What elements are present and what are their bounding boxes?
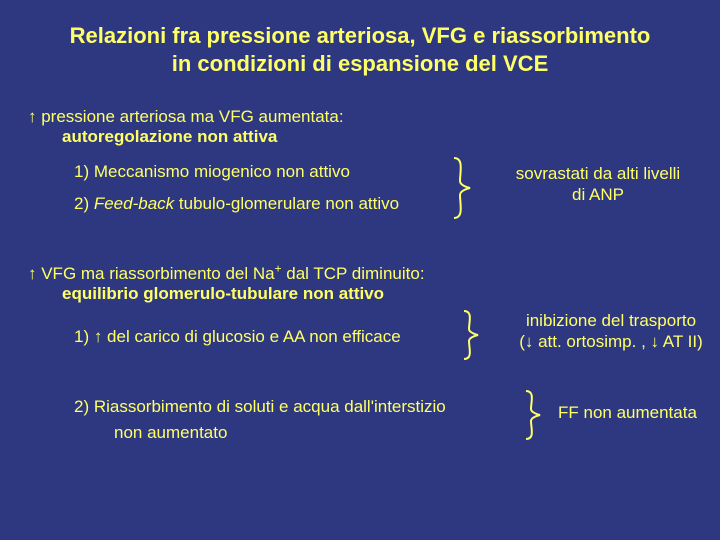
section2-sub: equilibrio glomerulo-tubulare non attivo [28,284,692,304]
slide: Relazioni fra pressione arteriosa, VFG e… [0,0,720,540]
section2-item2-l2: non aumentato [74,420,692,446]
brace-icon [452,157,472,219]
section1-head: ↑ pressione arteriosa ma VFG aumentata: … [28,107,692,147]
section1-block: 1) Meccanismo miogenico non attivo 2) Fe… [28,159,692,227]
section2-head: ↑ VFG ma riassorbimento del Na+ dal TCP … [28,261,692,304]
slide-title: Relazioni fra pressione arteriosa, VFG e… [28,22,692,77]
section2-note1: inibizione del trasporto (↓ att. ortosim… [496,310,720,353]
brace-icon [524,390,542,440]
section1-sub: autoregolazione non attiva [28,127,692,147]
title-line-1: Relazioni fra pressione arteriosa, VFG e… [70,23,651,48]
section2-block1: 1) ↑ del carico di glucosio e AA non eff… [28,324,692,380]
brace-icon [462,310,480,360]
title-line-2: in condizioni di espansione del VCE [172,51,549,76]
section1-line1: ↑ pressione arteriosa ma VFG aumentata: [28,107,344,126]
section2-note2: FF non aumentata [558,402,720,423]
section2-block2: 2) Riassorbimento di soluti e acqua dall… [28,394,692,454]
section2-line1: ↑ VFG ma riassorbimento del Na+ dal TCP … [28,264,425,283]
section1-note: sovrastati da alti livelli di ANP [488,163,708,206]
